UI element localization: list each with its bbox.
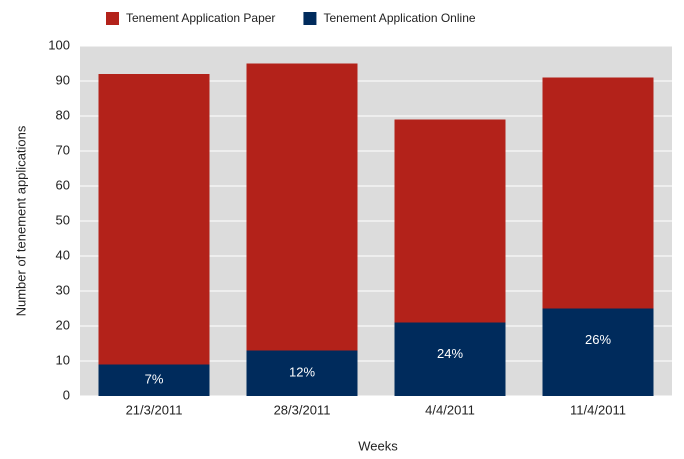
x-tick-label: 11/4/2011	[570, 402, 626, 417]
x-tick-label: 21/3/2011	[126, 402, 183, 417]
y-tick-label: 10	[56, 352, 70, 367]
legend-label: Tenement Application Online	[323, 11, 475, 25]
x-tick-label: 28/3/2011	[274, 402, 331, 417]
bar-segment	[542, 308, 654, 396]
y-tick-label: 90	[56, 72, 70, 87]
bar-segment	[394, 119, 506, 323]
y-tick-label: 100	[48, 37, 70, 52]
bar-segment	[98, 74, 210, 365]
legend-label: Tenement Application Paper	[126, 11, 275, 25]
y-tick-label: 40	[56, 247, 70, 262]
y-tick-label: 50	[56, 212, 70, 227]
y-axis-label: Number of tenement applications	[13, 125, 28, 316]
y-tick-label: 70	[56, 142, 70, 157]
y-tick-label: 60	[56, 177, 70, 192]
bar-segment	[246, 350, 358, 396]
y-tick-label: 0	[63, 387, 70, 402]
percent-label: 7%	[145, 372, 164, 387]
bar-segment	[98, 364, 210, 396]
bar-segment	[542, 77, 654, 309]
legend-swatch	[106, 12, 119, 25]
percent-label: 24%	[437, 346, 463, 361]
y-tick-label: 30	[56, 282, 70, 297]
bar-segment	[394, 322, 506, 396]
y-tick-label: 20	[56, 317, 70, 332]
x-axis-label: Weeks	[358, 438, 398, 453]
x-tick-label: 4/4/2011	[425, 402, 475, 417]
percent-label: 26%	[585, 332, 611, 347]
legend-swatch	[303, 12, 317, 25]
y-tick-label: 80	[56, 107, 70, 122]
percent-label: 12%	[289, 365, 315, 380]
bar-segment	[246, 63, 358, 351]
